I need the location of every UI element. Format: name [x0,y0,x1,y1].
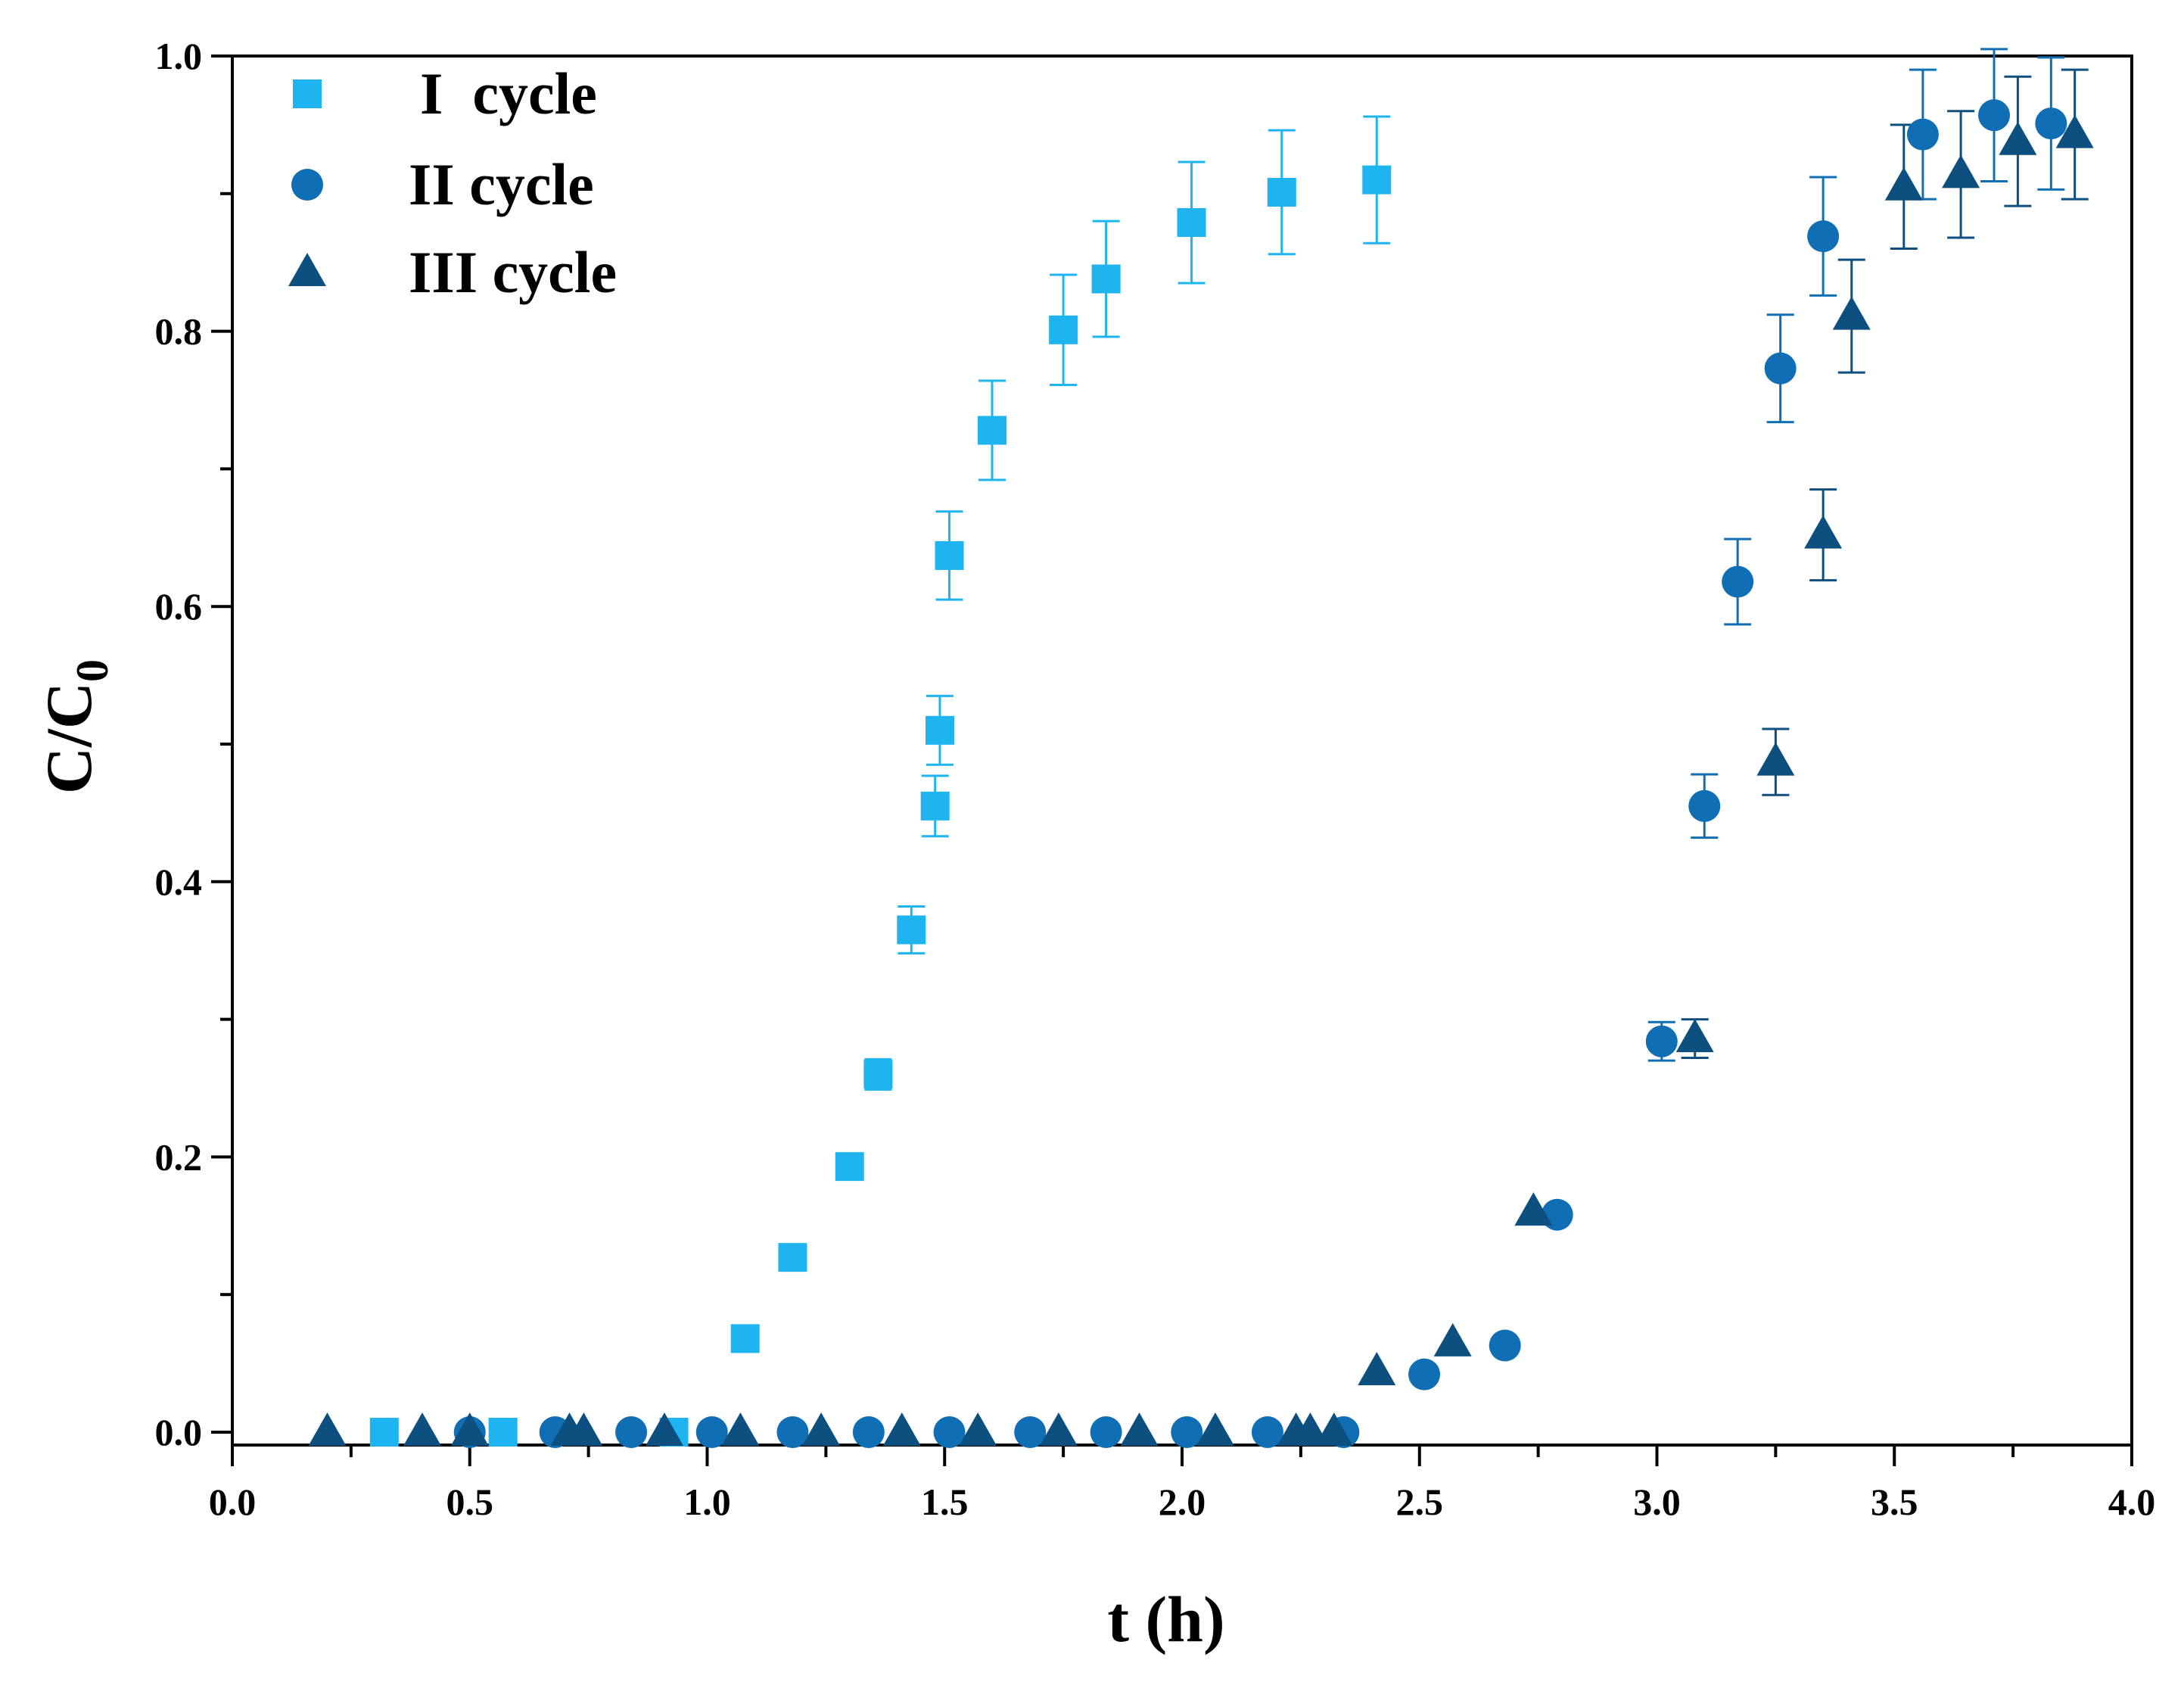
data-point-triangle [1942,154,1980,188]
data-point-square [897,915,926,945]
series-1 [369,165,1392,1447]
x-tick-label: 3.5 [1871,1481,1918,1523]
data-point-square [863,1060,893,1089]
x-tick-label: 1.5 [921,1481,969,1523]
y-tick-label: 1.0 [155,35,203,77]
data-point-triangle [721,1412,760,1446]
x-tick-label: 2.5 [1396,1481,1444,1523]
data-point-triangle [959,1412,997,1446]
x-tick-label: 0.5 [446,1481,494,1523]
data-point-square [778,1243,807,1272]
y-tick-label: 0.0 [155,1411,203,1453]
data-point-square [1049,315,1078,344]
data-point-triangle [1675,1019,1714,1053]
x-tick-label: 3.0 [1633,1481,1681,1523]
legend-label: I cycle [420,61,597,126]
x-tick-label: 1.0 [683,1481,731,1523]
legend-marker-triangle [288,253,326,286]
data-point-triangle [1884,167,1923,201]
data-point-triangle [1999,121,2037,155]
data-point-square [488,1418,518,1447]
data-point-circle [615,1416,648,1448]
data-point-triangle [1832,296,1871,330]
data-point-square [935,540,964,570]
data-point-square [978,416,1006,445]
data-point-circle [1489,1329,1521,1362]
data-point-square [1267,177,1296,207]
data-point-square [1362,165,1392,195]
data-point-triangle [1291,1412,1330,1446]
y-axis-title: C/C0 [33,659,117,794]
data-point-square [835,1152,864,1182]
y-tick-label: 0.2 [155,1135,203,1178]
data-point-triangle [1120,1412,1159,1446]
y-tick-label: 0.4 [155,861,203,903]
data-point-square [1091,264,1121,294]
legend-label: II cycle [409,151,594,217]
error-bars [864,48,2089,1091]
data-point-circle [1978,99,2011,132]
y-tick-label: 0.6 [155,585,203,628]
legend-marker-square [293,79,322,108]
data-point-triangle [1804,515,1843,549]
data-point-triangle [646,1412,684,1446]
y-tick-label: 0.8 [155,310,203,353]
data-markers [308,99,2094,1448]
data-point-square [1177,207,1206,237]
legend-label: III cycle [409,239,617,305]
data-point-circle [2035,107,2067,140]
data-point-triangle [565,1412,603,1446]
data-point-triangle [2055,114,2094,148]
data-point-triangle [802,1412,841,1446]
x-tick-label: 2.0 [1159,1481,1206,1523]
data-point-circle [1722,565,1754,598]
data-point-circle [776,1416,809,1448]
data-point-square [369,1418,399,1447]
axis-ticks: 0.0 0.5 1.0 1.5 2.0 2.5 3.0 3.5 4.0 0.0 0.2 0.4 0.6 0… [155,35,2156,1523]
data-point-circle [1251,1416,1283,1448]
data-point-circle [1014,1416,1047,1448]
data-point-circle [1764,352,1797,385]
series-2 [453,99,2067,1448]
data-point-triangle [1314,1412,1353,1446]
x-tick-label: 4.0 [2108,1481,2156,1523]
data-point-triangle [1039,1412,1078,1446]
data-point-triangle [1433,1322,1472,1356]
data-point-square [920,791,950,821]
series-3 [308,114,2094,1446]
data-point-square [730,1324,760,1353]
y-axis-title-main: C/C [33,682,105,794]
y-axis-title-subscript: 0 [67,659,117,682]
data-point-triangle [403,1412,441,1446]
data-point-triangle [450,1412,489,1446]
data-point-triangle [1196,1412,1234,1446]
data-point-circle [852,1416,885,1448]
data-point-circle [1807,220,1840,253]
data-point-circle [933,1416,966,1448]
legend: I cycle II cycle III cycle [288,61,617,305]
data-point-square [925,715,954,745]
data-point-circle [1408,1358,1441,1391]
x-tick-label: 0.0 [209,1481,257,1523]
data-point-circle [1688,790,1721,822]
data-point-triangle [1514,1192,1553,1226]
data-point-triangle [308,1412,347,1446]
data-point-circle [695,1416,728,1448]
data-point-triangle [1358,1352,1396,1386]
data-point-circle [1090,1416,1122,1448]
legend-marker-circle [291,169,323,201]
data-point-circle [1645,1025,1678,1057]
data-point-circle [1171,1416,1203,1448]
data-point-circle [1906,118,1939,151]
data-point-triangle [882,1412,921,1446]
data-point-triangle [1756,742,1795,776]
x-axis-title: t (h) [1107,1583,1224,1655]
